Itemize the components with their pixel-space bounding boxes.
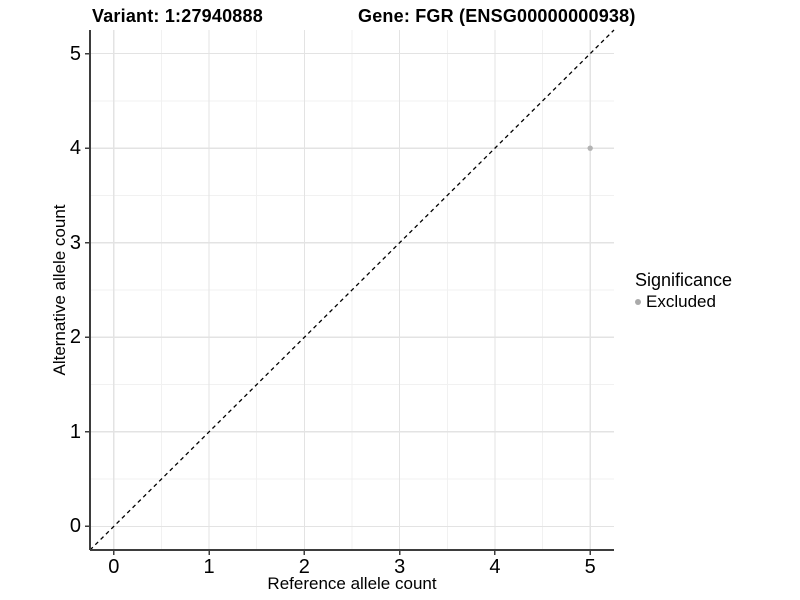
y-tick-label: 2 <box>69 326 81 349</box>
x-tick-label: 4 <box>489 556 501 578</box>
legend-title: Significance <box>635 270 733 290</box>
identity-dashed-line <box>89 29 615 551</box>
x-axis-title: Reference allele count <box>267 574 437 593</box>
plot-title-variant: Variant: 1:27940888 <box>92 6 263 26</box>
legend-point-swatch-icon <box>635 299 641 306</box>
y-tick-label: 0 <box>69 515 81 538</box>
legend: Significance Excluded <box>635 270 733 312</box>
plot-title-gene: Gene: FGR (ENSG00000000938) <box>358 6 636 26</box>
x-tick-label: 5 <box>584 556 596 578</box>
y-axis-title: Alternative allele count <box>50 204 69 376</box>
x-tick-label: 3 <box>394 556 406 578</box>
y-tick-label: 4 <box>69 137 81 160</box>
x-tick-label: 1 <box>203 556 215 578</box>
y-tick-label: 5 <box>69 42 81 65</box>
data-point <box>587 145 593 151</box>
x-tick-label: 0 <box>108 556 120 578</box>
x-tick-label: 2 <box>298 556 310 578</box>
legend-entry-label: Excluded <box>646 291 716 311</box>
legend-entry-excluded: Excluded <box>635 291 732 312</box>
y-tick-label: 3 <box>69 231 81 254</box>
y-tick-label: 1 <box>69 420 81 443</box>
